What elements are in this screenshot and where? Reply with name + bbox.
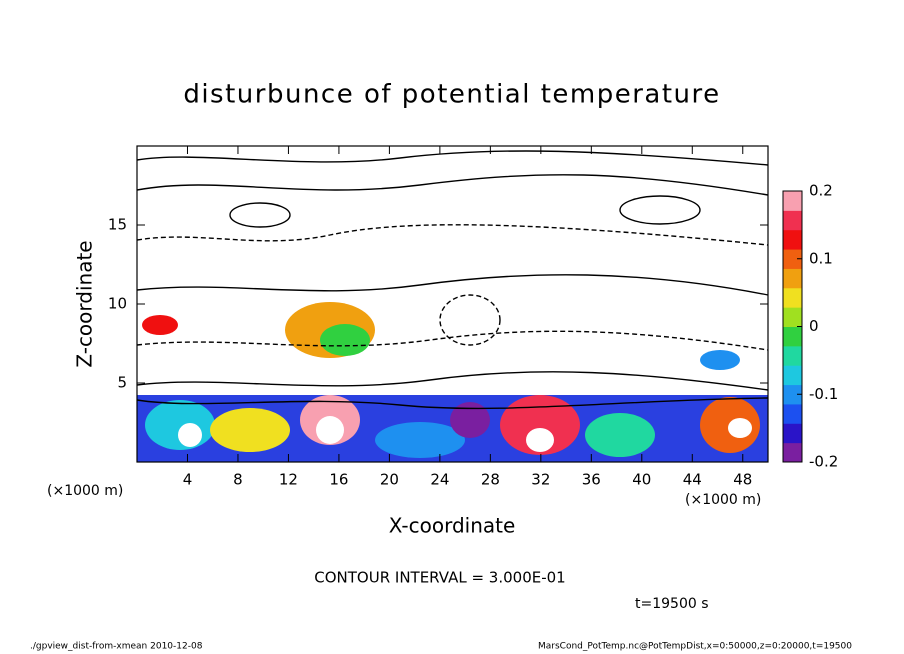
field-blob	[728, 418, 752, 438]
contour-line	[619, 195, 701, 225]
field-blob	[316, 416, 344, 444]
colorbar-segment	[783, 229, 802, 250]
contour-line	[136, 330, 769, 351]
contour-line	[136, 174, 769, 196]
colorbar-segment	[783, 365, 802, 386]
colorbar-segment	[783, 249, 802, 269]
field-blob	[320, 324, 370, 356]
y-tick-label: 5	[117, 374, 127, 392]
colorbar-tick-label: -0.1	[809, 385, 838, 403]
colorbar-segment	[783, 423, 802, 444]
y-tick-label: 15	[108, 216, 127, 234]
field-blob	[526, 428, 554, 452]
colorbar-segment	[783, 307, 802, 327]
field-blob	[450, 402, 490, 438]
footer-left: ./gpview_dist-from-xmean 2010-12-08	[30, 642, 203, 652]
colorbar-tick-label: 0	[809, 317, 819, 335]
contours	[136, 150, 769, 410]
contour-line	[136, 371, 769, 391]
x-tick-label: 24	[430, 471, 449, 489]
colorbar-tick-label: -0.2	[809, 453, 838, 471]
y-tick-label: 10	[108, 295, 127, 313]
x-tick-label: 4	[183, 471, 193, 489]
x-tick-label: 16	[329, 471, 348, 489]
footer-right: MarsCond_PotTemp.nc@PotTempDist,x=0:5000…	[538, 642, 852, 652]
colorbar-segment	[783, 403, 802, 424]
colorbar-segment	[783, 345, 802, 366]
field-blob	[142, 315, 178, 335]
field-blob	[145, 400, 215, 450]
field-blob	[500, 395, 580, 455]
field-blob	[700, 350, 740, 370]
chart-title: disturbunce of potential temperature	[183, 80, 720, 110]
y-axis-label: Z-coordinate	[73, 240, 97, 367]
x-tick-label: 36	[582, 471, 601, 489]
x-tick-label: 48	[733, 471, 752, 489]
contour-line	[229, 202, 291, 228]
time-label: t=19500 s	[635, 596, 709, 612]
contour-line	[439, 294, 501, 346]
field-blob	[585, 413, 655, 457]
x-tick-label: 44	[683, 471, 702, 489]
x-tick-label: 20	[380, 471, 399, 489]
colorbar-segment	[783, 191, 802, 211]
x-tick-label: 40	[632, 471, 651, 489]
field-blob	[178, 423, 202, 447]
y-unit: (×1000 m)	[685, 492, 761, 508]
x-tick-label: 32	[531, 471, 550, 489]
field-blob	[375, 422, 465, 458]
field	[136, 146, 769, 462]
x-tick-label: 28	[481, 471, 500, 489]
colorbar-segment	[783, 442, 802, 463]
colorbar-segment	[783, 268, 802, 289]
x-unit: (×1000 m)	[47, 483, 123, 499]
colorbar-segment	[783, 326, 802, 347]
field-blob	[210, 408, 290, 452]
colorbar-segment	[783, 287, 802, 308]
colorbar-tick-label: 0.1	[809, 249, 833, 267]
colorbar-segment	[783, 210, 802, 231]
contour-line	[136, 274, 769, 296]
contour-interval: CONTOUR INTERVAL = 3.000E-01	[314, 569, 565, 587]
contour-line	[136, 397, 769, 410]
contour-line	[136, 224, 769, 246]
x-axis-label: X-coordinate	[389, 514, 516, 538]
contour-line	[136, 150, 769, 166]
colorbar-segment	[783, 384, 802, 405]
colorbar-tick-label: 0.2	[809, 182, 833, 200]
x-tick-label: 12	[279, 471, 298, 489]
x-tick-label: 8	[233, 471, 243, 489]
